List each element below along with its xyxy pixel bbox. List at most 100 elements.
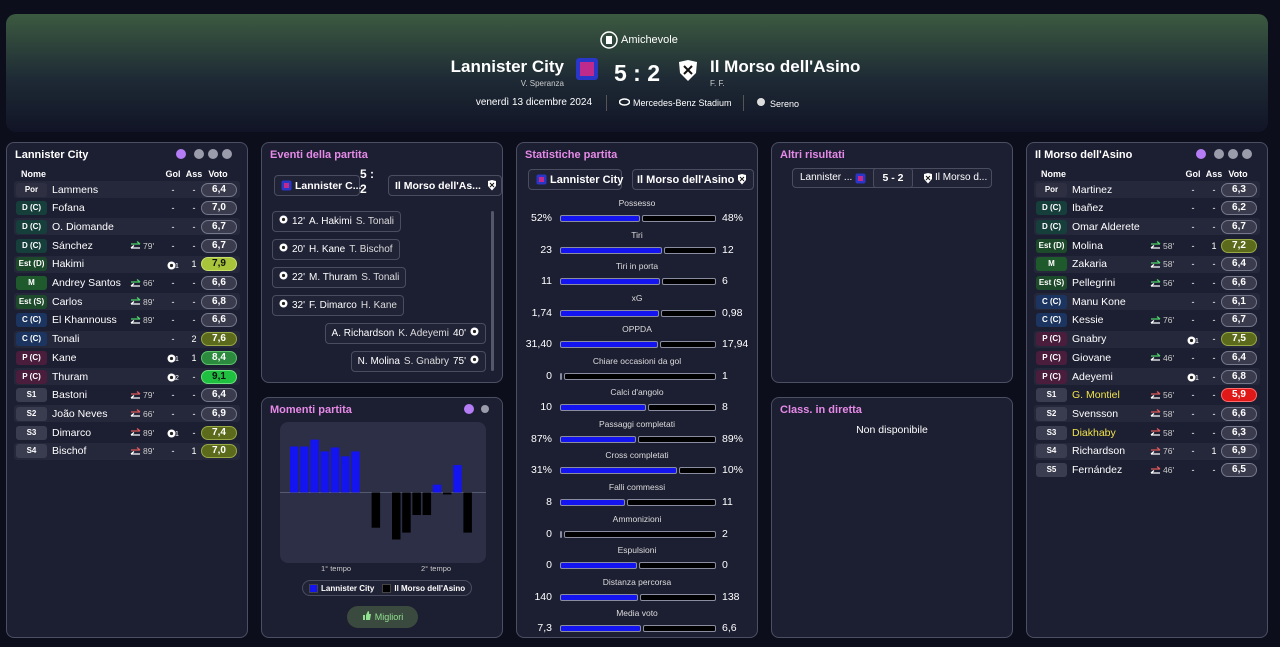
sub-icon [130,240,141,254]
goals: - [1191,184,1195,195]
team-badge [536,174,547,188]
goals: - [171,278,175,288]
player-row[interactable]: C (C) El Khannouss 89' - -6,6 [14,312,240,329]
goals: - [1191,221,1195,232]
player-row[interactable]: S4 Bischof 89' - 1 7,0 [14,442,240,460]
momentum-bar [392,492,401,540]
stat-label: Calci d'angolo [610,387,664,398]
page-dot[interactable] [222,149,232,159]
position-badge: P (C) [1036,332,1067,347]
page-dot[interactable] [176,149,186,159]
sub-minute: 89' [143,427,155,438]
player-row[interactable]: Est (D) Hakimi 1 1 7,9 [14,255,240,273]
player-row[interactable]: P (C) Adeyemi 1 -6,8 [1034,368,1260,385]
position-badge: Est (D) [16,257,47,272]
team-box: Lannister City [528,169,623,190]
stat-label: Ammonizioni [612,513,662,524]
page-dot[interactable] [1228,149,1238,159]
rating: 6,6 [1221,406,1257,421]
assists: - [192,427,196,438]
stadium: Mercedes-Benz Stadium [633,98,732,108]
home-value: 11 [541,275,552,288]
player-name: Tonali [52,333,80,346]
player-name: Lammens [52,183,99,196]
player-row[interactable]: P (C) Thuram 2 -9,1 [14,368,240,385]
home-value: 7,3 [537,622,552,635]
page-dot[interactable] [481,405,489,413]
events-panel: Eventi della partita Lannister C... 5 : 2 I… [261,142,503,383]
position-badge: M [16,276,47,290]
sub-minute: 66' [143,278,155,288]
player-name: Ibañez [1072,202,1104,215]
player-row[interactable]: Est (S) Carlos 89' - -6,8 [14,293,240,311]
home-bar [560,435,637,443]
player-row[interactable]: M Zakaria 58' - -6,4 [1034,255,1260,273]
page-dot[interactable] [194,149,204,159]
home-value: 52% [530,212,552,224]
away-lineup-panel: Il Morso dell'Asino Nome Gol Ass Voto Por Mart… [1026,142,1268,638]
player-row[interactable]: C (C) Tonali - 2 7,6 [14,330,240,348]
player-row[interactable]: P (C) Kane 1 1 8,4 [14,349,240,366]
goals: - [171,446,175,457]
away-team: Il Morso dell'Asino [710,57,861,76]
goals: 1 [175,431,179,439]
assists: - [192,408,196,419]
player-row[interactable]: D (C) Sánchez 79' - -6,7 [14,237,240,254]
player-row[interactable]: M Andrey Santos 66' - -6,6 [14,275,240,292]
player-row[interactable]: S5 Fernández 46' - -6,5 [1034,462,1260,479]
player-row[interactable]: S2 Svensson 58' - -6,6 [1034,405,1260,423]
assists: - [192,315,196,326]
button-label: Migliori [374,612,404,622]
away-bar [642,625,716,633]
page-dot[interactable] [1242,149,1252,159]
goal-icon [1187,371,1196,385]
event-minute: 40' [452,328,466,339]
player-row[interactable]: D (C) Ibañez - -6,2 [1034,200,1260,217]
page-dot[interactable] [208,149,218,159]
player-name: Pellegrini [1072,277,1116,289]
event-player: H. Kane [360,300,397,311]
player-row[interactable]: C (C) Kessie 76' - -6,7 [1034,312,1260,329]
sub-icon [1150,352,1161,366]
sub-minute: 58' [1163,427,1175,438]
event-player: A. Hakimi [309,216,352,227]
match-header [6,14,1268,132]
assists: - [192,203,196,214]
goal-event: 22' M. Thuram S. Tonali [272,267,407,288]
away-bar [663,246,716,254]
rating: 7,9 [201,257,237,272]
player-name: Richardson [1072,445,1126,458]
player-row[interactable]: D (C) Omar Alderete - -6,7 [1034,218,1260,236]
player-row[interactable]: S3 Diakhaby 58' - -6,3 [1034,424,1260,441]
player-row[interactable]: P (C) Giovane 46' - -6,4 [1034,349,1260,366]
player-name: Giovane [1072,351,1112,364]
goals: - [1191,203,1195,214]
away-value: 12 [722,243,734,256]
page-dot[interactable] [1196,149,1206,159]
player-row[interactable]: Est (S) Pellegrini 56' - -6,6 [1034,275,1260,292]
player-row[interactable]: Por Martinez - -6,3 [1034,181,1260,198]
away-value: 6,6 [722,622,737,635]
away-value: 48% [722,212,744,224]
assists: - [1212,203,1216,214]
column-header: Voto [1228,169,1248,179]
momentum-bar [320,451,330,493]
player-row[interactable]: P (C) Gnabry 1 -7,5 [1034,330,1260,348]
player-row[interactable]: S2 João Neves 66' - -6,9 [14,405,240,423]
player-row[interactable]: Por Lammens - -6,4 [14,181,240,198]
sub-icon [130,315,141,329]
player-row[interactable]: D (C) O. Diomande - -6,7 [14,218,240,236]
scrollbar[interactable] [491,211,494,371]
player-row[interactable]: C (C) Manu Kone - -6,1 [1034,293,1260,311]
player-row[interactable]: S1 G. Montiel 56' - -5,9 [1034,387,1260,404]
player-row[interactable]: Est (D) Molina 58' - 1 7,2 [1034,237,1260,254]
player-row[interactable]: S1 Bastoni 79' - -6,4 [14,387,240,404]
player-row[interactable]: S4 Richardson 76' - 1 6,9 [1034,442,1260,460]
player-row[interactable]: D (C) Fofana - -7,0 [14,200,240,217]
home-bar [560,498,625,506]
page-dot[interactable] [464,404,474,414]
sub-minute: 56' [1163,278,1175,288]
best-button[interactable]: Migliori [347,606,418,628]
player-row[interactable]: S3 Dimarco 89' 1 -7,4 [14,424,240,441]
page-dot[interactable] [1214,149,1224,159]
